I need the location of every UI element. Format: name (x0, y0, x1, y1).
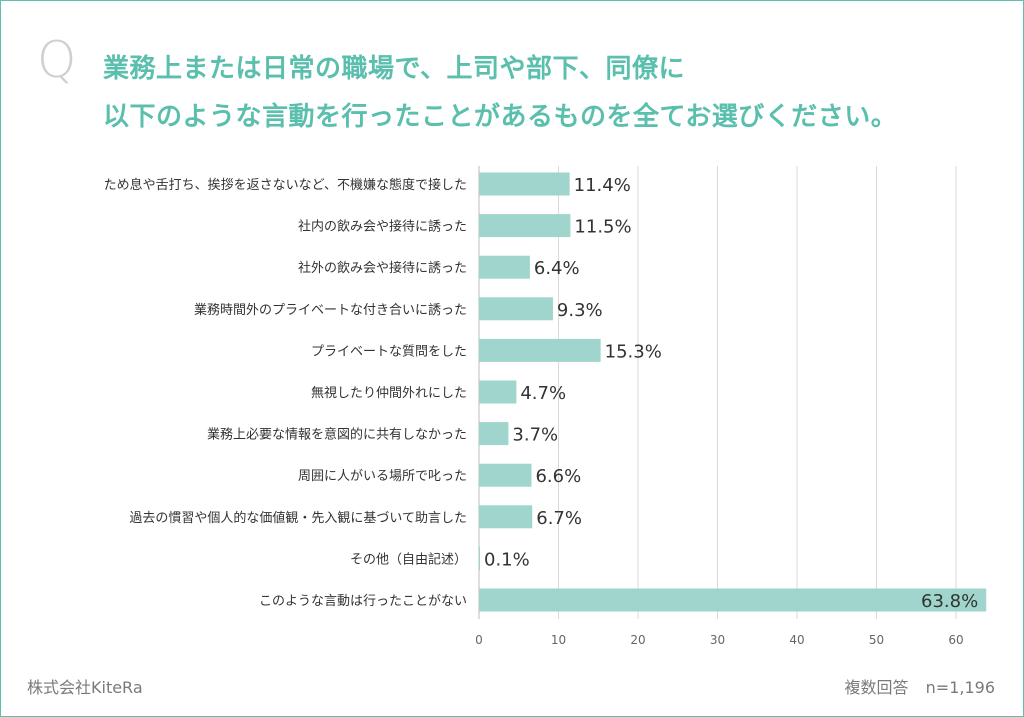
category-label: 社内の飲み会や接待に誘った (298, 219, 467, 235)
value-label: 11.5% (574, 217, 631, 238)
bar (479, 172, 570, 196)
bar (479, 380, 517, 404)
value-label: 9.3% (557, 300, 603, 321)
category-label: 業務時間外のプライベートな付き合いに誘った (194, 302, 467, 318)
category-label: プライベートな質問をした (311, 344, 467, 359)
value-label: 3.7% (512, 425, 558, 446)
bar (479, 463, 532, 487)
category-label: 業務上必要な情報を意図的に共有しなかった (207, 427, 467, 443)
value-label: 6.6% (535, 466, 581, 487)
sample-info: 複数回答 n=1,196 (845, 674, 995, 698)
bar (479, 546, 480, 570)
x-tick-label: 20 (630, 633, 645, 647)
category-label: その他（自由記述） (350, 551, 467, 567)
category-label: 過去の慣習や個人的な価値観・先入観に基づいて助言した (129, 510, 467, 526)
title-line-2: 以下のような言動を行ったことがあるものを全てお選びください。 (103, 102, 898, 132)
x-tick-label: 0 (475, 633, 483, 647)
category-label: 社外の飲み会や接待に誘った (298, 260, 467, 276)
sample-size: n=1,196 (925, 678, 995, 697)
value-label: 6.4% (534, 258, 580, 279)
value-label: 11.4% (574, 175, 631, 196)
bar (479, 505, 533, 529)
bar (479, 214, 571, 238)
title-line-1: 業務上または日常の職場で、上司や部下、同僚に (103, 54, 685, 84)
value-label: 4.7% (520, 383, 566, 404)
value-label: 63.8% (921, 591, 978, 612)
x-tick-label: 30 (710, 633, 725, 647)
bar (479, 588, 987, 612)
category-label: ため息や舌打ち、挨拶を返さないなど、不機嫌な態度で接した (104, 177, 467, 193)
bar (479, 255, 530, 279)
question-mark-letter: Q (37, 31, 77, 89)
bar (479, 297, 553, 321)
x-tick-label: 40 (789, 633, 804, 647)
x-tick-label: 10 (551, 633, 566, 647)
value-label: 6.7% (536, 508, 582, 529)
category-label: 周囲に人がいる場所で叱った (298, 469, 467, 484)
chart-title: 業務上または日常の職場で、上司や部下、同僚に 以下のような言動を行ったことがある… (103, 45, 1003, 141)
answer-type: 複数回答 (844, 678, 909, 697)
value-label: 0.1% (484, 549, 530, 570)
x-tick-label: 50 (869, 633, 884, 647)
x-tick-label: 60 (948, 633, 963, 647)
bar (479, 338, 601, 362)
value-label: 15.3% (605, 341, 662, 362)
company-name: 株式会社KiteRa (27, 678, 143, 697)
category-label: 無視したり仲間外れにした (311, 386, 467, 401)
category-label: このような言動は行ったことがない (259, 594, 467, 609)
bar (479, 422, 509, 446)
